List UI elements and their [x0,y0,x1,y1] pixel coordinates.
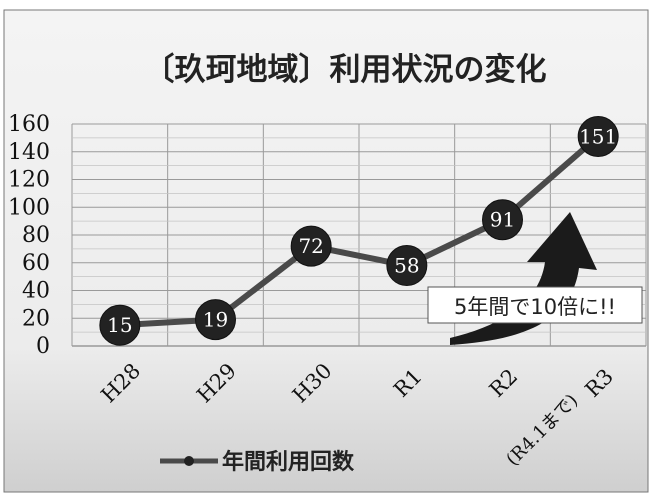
data-label: 58 [394,254,419,278]
annotation-text: 5年間で10倍に!! [454,295,616,319]
annotation-box: 5年間で10倍に!! [427,286,643,324]
data-point [99,304,141,346]
legend-marker [184,456,194,466]
data-point [195,299,236,341]
data-label: 15 [107,313,132,337]
y-tick-label: 0 [36,334,50,359]
data-label: 91 [490,208,515,232]
legend-label: 年間利用回数 [222,449,355,475]
y-tick-label: 20 [22,306,50,331]
data-label: 19 [203,308,228,332]
data-label: 72 [298,234,323,258]
data-label: 151 [579,124,617,148]
data-point [482,199,523,241]
growth-arrow-icon [450,212,597,345]
legend: 年間利用回数 [160,449,355,475]
y-tick-label: 120 [8,168,50,193]
series-group: 15 19 72 58 91 151 [99,115,619,346]
data-point [386,245,428,287]
y-tick-label: 60 [22,251,50,276]
y-tick-label: 100 [8,195,50,220]
y-tick-label: 160 [8,112,50,137]
chart-title: 〔玖珂地域〕利用状況の変化 [144,52,547,88]
y-tick-label: 80 [22,223,50,248]
y-tick-label: 40 [22,279,50,304]
data-point [577,115,619,157]
y-tick-label: 140 [8,140,50,165]
data-point [290,225,332,267]
